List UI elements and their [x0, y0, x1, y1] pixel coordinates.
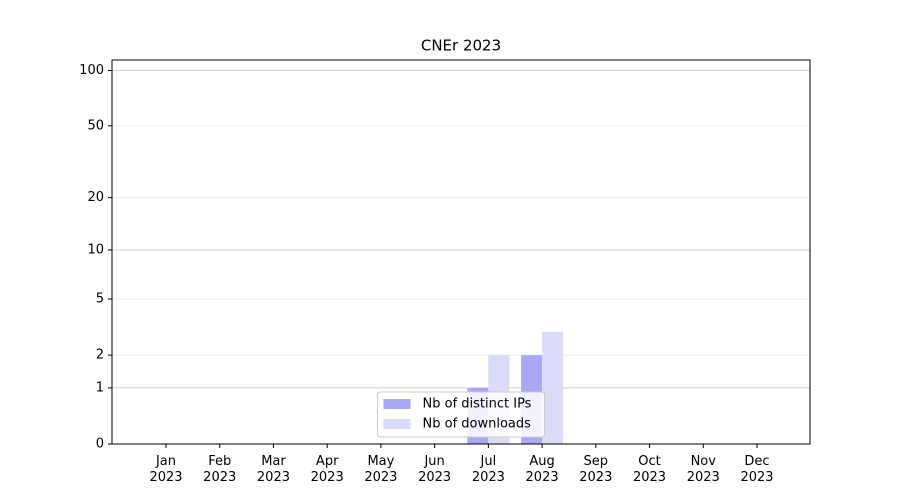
x-tick-label: Aug 2023	[526, 454, 559, 485]
x-tick-label: Dec 2023	[740, 454, 773, 485]
y-tick-label: 1	[96, 380, 104, 395]
y-tick-label: 20	[87, 190, 104, 205]
y-tick-label: 10	[87, 242, 104, 257]
legend-label: Nb of downloads	[423, 417, 532, 432]
x-tick-label: Nov 2023	[687, 454, 720, 485]
y-tick-label: 0	[96, 437, 104, 452]
legend-swatch	[383, 419, 411, 429]
x-tick-label: Oct 2023	[633, 454, 666, 485]
legend-label: Nb of distinct IPs	[423, 397, 532, 412]
x-tick-label: Feb 2023	[203, 454, 236, 485]
x-tick-label: Jan 2023	[149, 454, 182, 485]
x-tick-label: May 2023	[364, 454, 397, 485]
y-tick-label: 100	[79, 63, 104, 78]
y-tick-label: 50	[87, 118, 104, 133]
y-tick-label: 2	[96, 348, 104, 363]
x-tick-label: Mar 2023	[257, 454, 290, 485]
x-tick-label: Jun 2023	[418, 454, 451, 485]
plot-frame	[111, 59, 811, 445]
legend-box	[377, 391, 545, 438]
y-tick-label: 5	[96, 291, 104, 306]
x-tick-label: Sep 2023	[579, 454, 612, 485]
legend-swatch	[383, 399, 411, 409]
x-tick-label: Apr 2023	[311, 454, 344, 485]
bar	[542, 331, 564, 444]
chart-title: CNEr 2023	[421, 37, 501, 55]
x-tick-label: Jul 2023	[472, 454, 505, 485]
